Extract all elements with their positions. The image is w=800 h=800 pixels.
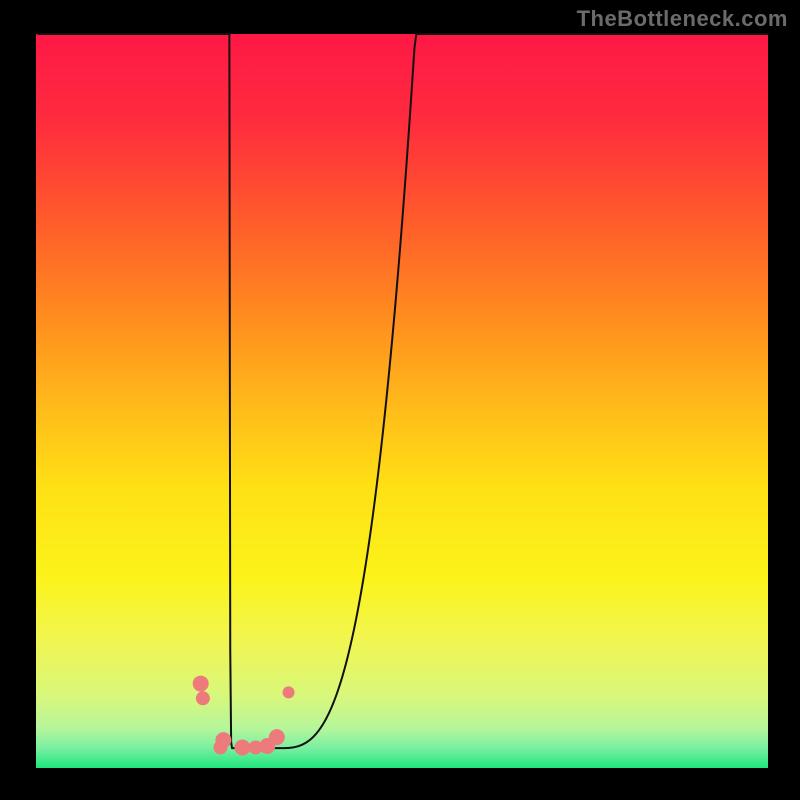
data-marker	[283, 686, 295, 698]
data-marker	[269, 729, 285, 745]
data-marker	[234, 739, 250, 755]
watermark-text: TheBottleneck.com	[577, 6, 788, 32]
bottleneck-chart	[0, 0, 800, 800]
data-marker	[196, 691, 210, 705]
data-marker	[213, 740, 227, 754]
plot-background	[36, 34, 768, 768]
data-marker	[193, 676, 209, 692]
